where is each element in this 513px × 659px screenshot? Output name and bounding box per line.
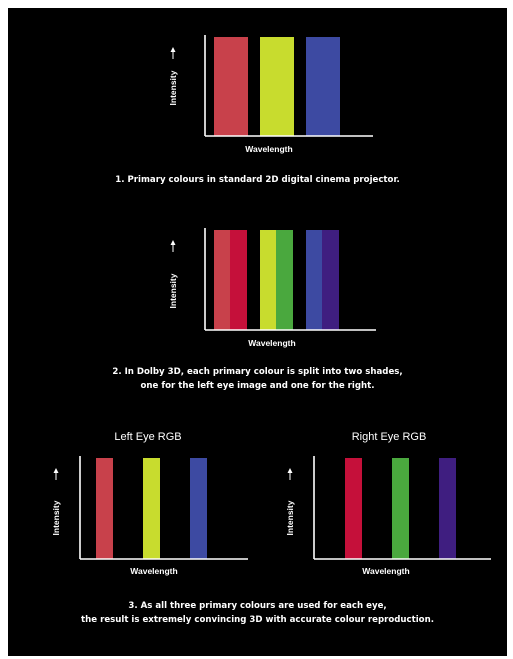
- intensity-arrowhead-icon: [170, 240, 176, 245]
- spectrum-diagram: Intensity Wavelength Intensity Wavelength In…: [51, 35, 491, 576]
- caption-line: 1. Primary colours in standard 2D digita…: [115, 175, 400, 185]
- x-axis-label: Wavelength: [248, 338, 295, 348]
- spectrum-bar-dolby-3d-5: [306, 230, 323, 330]
- spectrum-bar-dolby-3d-3: [260, 230, 277, 330]
- intensity-arrowhead-icon: [170, 47, 176, 52]
- spectrum-bar-left-eye-3: [190, 458, 207, 559]
- intensity-arrowhead-icon: [287, 468, 293, 473]
- y-axis-label: Intensity: [285, 500, 295, 535]
- spectrum-bar-dolby-3d-2: [230, 230, 247, 330]
- x-axis-label: Wavelength: [130, 566, 177, 576]
- caption-dolby-3d: 2. In Dolby 3D, each primary colour is s…: [8, 365, 507, 393]
- y-axis-label: Intensity: [168, 70, 178, 105]
- caption-line: 3. As all three primary colours are used…: [128, 601, 387, 611]
- spectrum-bar-right-eye-3: [439, 458, 456, 559]
- diagram-panel: Intensity Wavelength Intensity Wavelength In…: [8, 8, 507, 656]
- spectrum-bar-dolby-3d-1: [214, 230, 231, 330]
- intensity-arrowhead-icon: [53, 468, 59, 473]
- spectrum-bar-standard-2d-3: [306, 37, 340, 136]
- spectrum-bar-dolby-3d-4: [276, 230, 293, 330]
- chart-title: Right Eye RGB: [352, 431, 427, 443]
- caption-line: one for the left eye image and one for t…: [140, 381, 375, 391]
- spectrum-bar-left-eye-2: [143, 458, 160, 559]
- chart-title: Left Eye RGB: [114, 431, 181, 443]
- y-axis-label: Intensity: [51, 500, 61, 535]
- caption-line: the result is extremely convincing 3D wi…: [81, 615, 434, 625]
- spectrum-bar-standard-2d-1: [214, 37, 248, 136]
- x-axis-label: Wavelength: [245, 144, 292, 154]
- spectrum-bar-right-eye-2: [392, 458, 409, 559]
- spectrum-bar-left-eye-1: [96, 458, 113, 559]
- caption-standard-2d: 1. Primary colours in standard 2D digita…: [8, 173, 507, 187]
- spectrum-bar-standard-2d-2: [260, 37, 294, 136]
- spectrum-bar-right-eye-1: [345, 458, 362, 559]
- x-axis-label: Wavelength: [362, 566, 409, 576]
- y-axis-label: Intensity: [168, 273, 178, 308]
- caption-line: 2. In Dolby 3D, each primary colour is s…: [112, 367, 403, 377]
- spectrum-bar-dolby-3d-6: [322, 230, 339, 330]
- caption-final: 3. As all three primary colours are used…: [8, 599, 507, 627]
